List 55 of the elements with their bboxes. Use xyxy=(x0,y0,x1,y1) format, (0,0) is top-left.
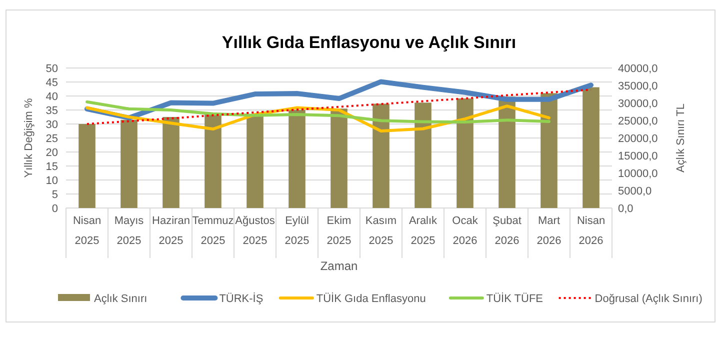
x-tick-label: Nisan 2025 xyxy=(72,215,102,247)
y2-tick-label: 40000,0 xyxy=(618,63,658,75)
y-tick-label: 30 xyxy=(46,119,58,131)
bar xyxy=(204,114,222,208)
bar xyxy=(582,87,600,208)
y-tick-label: 15 xyxy=(46,161,58,173)
chart-title: Yıllık Gıda Enflasyonu ve Açlık Sınırı xyxy=(222,33,516,52)
legend-label: TÜİK TÜFE xyxy=(486,292,544,305)
bar xyxy=(414,102,432,208)
bar xyxy=(498,96,516,208)
line-series xyxy=(86,100,550,124)
x-tick-label: Ağustos 2025 xyxy=(235,215,276,247)
y-tick-label: 35 xyxy=(46,105,58,117)
y2-tick-label: 30000,0 xyxy=(618,98,658,110)
bar xyxy=(456,98,474,208)
x-axis-title: Zaman xyxy=(320,259,358,273)
y-tick-label: 45 xyxy=(46,77,58,89)
y-axis-title: Yıllık Değişim % xyxy=(23,98,35,178)
x-tick-label: Eylül 2025 xyxy=(284,215,310,247)
y-tick-label: 0 xyxy=(52,203,58,215)
y-tick-label: 10 xyxy=(46,175,58,187)
y2-tick-label: 0,0 xyxy=(618,203,634,215)
x-tick-label: Nisan 2026 xyxy=(576,215,606,247)
y-tick-label: 50 xyxy=(46,63,58,75)
legend-label: TÜRK-İŞ xyxy=(219,292,264,305)
bar xyxy=(78,124,96,208)
bar xyxy=(330,108,348,208)
y2-tick-label: 15000,0 xyxy=(618,150,658,162)
y-tick-label: 5 xyxy=(52,189,58,201)
x-tick-label: Ekim 2025 xyxy=(326,215,352,247)
x-tick-label: Aralık 2025 xyxy=(408,215,438,247)
bar xyxy=(372,104,390,208)
bar xyxy=(540,93,558,208)
x-tick-label: Mart 2026 xyxy=(536,215,562,247)
y2-axis-title: Açlık Sınırı TL xyxy=(675,104,687,172)
legend-label: Açlık Sınırı xyxy=(94,293,148,305)
bar xyxy=(288,110,306,208)
y-tick-label: 40 xyxy=(46,91,58,103)
y2-tick-label: 10000,0 xyxy=(618,168,658,180)
x-tick-label: Kasım 2025 xyxy=(365,215,397,247)
y-tick-label: 25 xyxy=(46,133,58,145)
y2-tick-label: 5000,0 xyxy=(618,186,652,198)
y2-tick-label: 20000,0 xyxy=(618,133,658,145)
bar xyxy=(162,117,180,208)
legend-label: TÜİK Gıda Enflasyonu xyxy=(316,292,426,305)
bar xyxy=(120,120,138,208)
x-tick-label: Mayıs 2025 xyxy=(114,215,144,247)
y-tick-label: 20 xyxy=(46,147,58,159)
y2-tick-label: 35000,0 xyxy=(618,80,658,92)
x-tick-label: Ocak 2026 xyxy=(452,215,478,247)
x-tick-label: Temmuz 2025 xyxy=(192,215,234,247)
legend-label: Doğrusal (Açlık Sınırı) xyxy=(594,293,702,305)
x-tick-label: Şubat 2026 xyxy=(492,215,522,247)
x-tick-label: Haziran 2025 xyxy=(152,215,190,247)
y2-tick-label: 25000,0 xyxy=(618,116,658,128)
